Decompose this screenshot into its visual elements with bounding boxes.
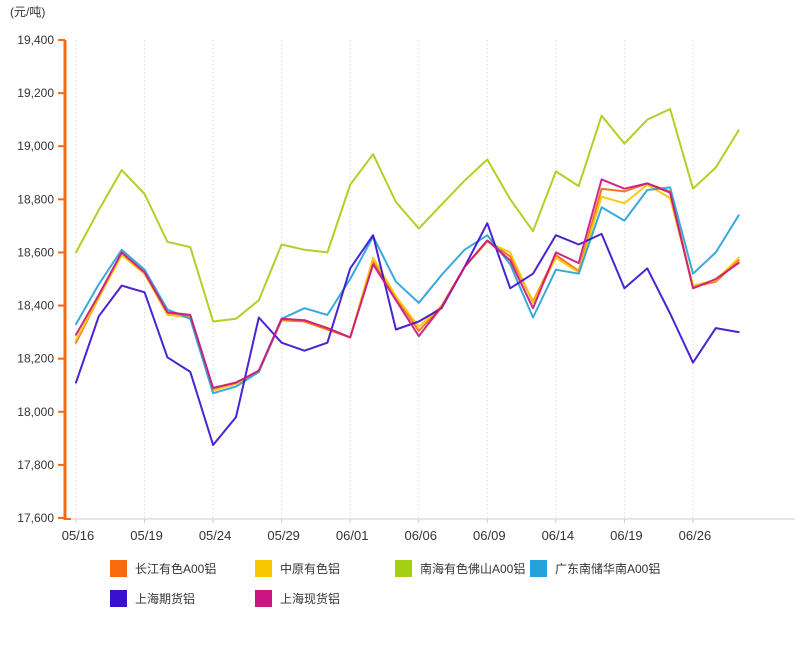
legend-label: 上海现货铝	[280, 592, 341, 606]
y-tick-label: 18,000	[17, 405, 54, 419]
y-tick-label: 19,000	[17, 139, 54, 153]
y-tick-label: 19,400	[17, 33, 54, 47]
x-tick-label: 05/29	[267, 528, 300, 543]
series-line-5	[75, 178, 740, 389]
y-tick-label: 18,800	[17, 192, 54, 206]
series-line-3	[75, 186, 740, 395]
x-tick-label: 06/14	[542, 528, 575, 543]
y-tick-label: 18,200	[17, 352, 54, 366]
x-tick-label: 05/16	[62, 528, 95, 543]
legend-swatch	[110, 590, 127, 607]
legend-item-series-1[interactable]: 中原有色铝	[255, 560, 395, 577]
legend-swatch	[110, 560, 127, 577]
x-tick-label: 06/26	[679, 528, 712, 543]
legend-item-series-4[interactable]: 上海期货铝	[110, 590, 255, 607]
legend-label: 广东南储华南A00铝	[555, 562, 661, 576]
legend-item-series-0[interactable]: 长江有色A00铝	[110, 560, 255, 577]
legend-label: 上海期货铝	[135, 592, 196, 606]
series-line-0	[75, 182, 740, 391]
legend-label: 南海有色佛山A00铝	[420, 562, 526, 576]
legend-item-series-3[interactable]: 广东南储华南A00铝	[530, 560, 660, 577]
x-tick-label: 06/09	[473, 528, 506, 543]
legend-item-series-2[interactable]: 南海有色佛山A00铝	[395, 560, 530, 577]
legend-swatch	[255, 590, 272, 607]
legend-label: 中原有色铝	[280, 562, 341, 576]
chart-legend: 长江有色A00铝 中原有色铝 南海有色佛山A00铝 广东南储华南A00铝 上海期货铝 上海…	[110, 560, 790, 607]
legend-row: 长江有色A00铝 中原有色铝 南海有色佛山A00铝 广东南储华南A00铝	[110, 560, 790, 577]
legend-swatch	[395, 560, 412, 577]
x-tick-label: 05/19	[130, 528, 163, 543]
series-line-4	[75, 222, 740, 446]
legend-row: 上海期货铝 上海现货铝	[110, 590, 790, 607]
y-axis-unit-label: (元/吨)	[10, 5, 45, 19]
y-tick-label: 18,400	[17, 299, 54, 313]
x-tick-label: 05/24	[199, 528, 232, 543]
price-line-chart: (元/吨) 05/16 05/19 05/24 05/29 06/01 06/06 06/09…	[10, 5, 795, 543]
chart-canvas: (元/吨) 05/16 05/19 05/24 05/29 06/01 06/06 06/09…	[10, 5, 795, 543]
x-tick-label: 06/19	[610, 528, 643, 543]
legend-swatch	[530, 560, 547, 577]
y-tick-label: 17,600	[17, 511, 54, 525]
series-line-2	[75, 108, 740, 323]
y-tick-label: 18,600	[17, 245, 54, 259]
legend-label: 长江有色A00铝	[135, 562, 217, 576]
y-tick-label: 17,800	[17, 458, 54, 472]
legend-swatch	[255, 560, 272, 577]
y-tick-label: 19,200	[17, 86, 54, 100]
x-tick-label: 06/06	[404, 528, 437, 543]
x-tick-label: 06/01	[336, 528, 369, 543]
legend-item-series-5[interactable]: 上海现货铝	[255, 590, 395, 607]
